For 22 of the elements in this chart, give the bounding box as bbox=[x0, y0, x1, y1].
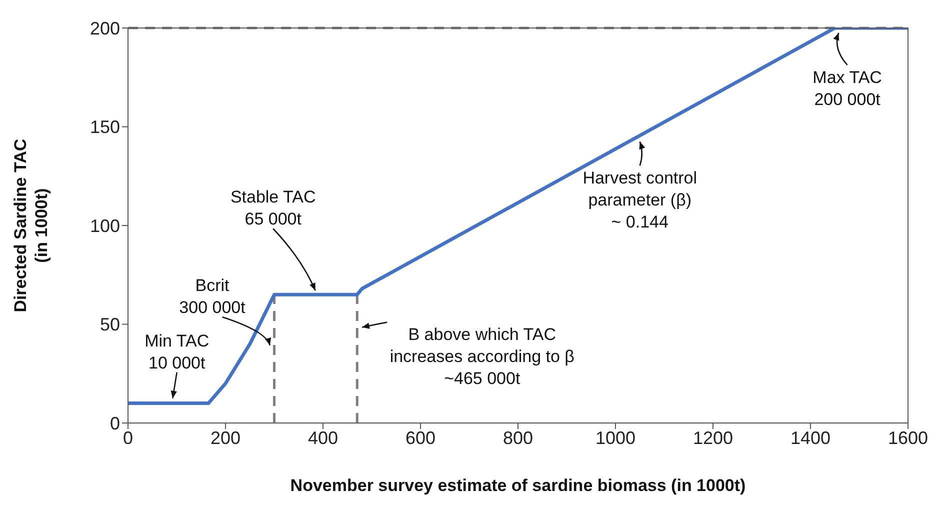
x-tick-label: 1200 bbox=[692, 428, 734, 448]
x-tick-label: 1600 bbox=[888, 428, 928, 448]
x-axis-title: November survey estimate of sardine biomass (in 1000t) bbox=[290, 476, 746, 495]
annotation: Bcrit 300 000t bbox=[179, 276, 246, 318]
y-tick-label: 100 bbox=[90, 216, 120, 236]
y-tick-label: 50 bbox=[100, 314, 120, 335]
annotation: B above which TAC increases according to β ~465 000t bbox=[390, 326, 575, 389]
y-tick-label: 200 bbox=[90, 18, 120, 38]
y-tick-label: 0 bbox=[110, 413, 120, 434]
y-tick-label: 150 bbox=[90, 117, 120, 138]
x-tick-label: 1400 bbox=[790, 428, 831, 448]
x-tick-label: 0 bbox=[122, 428, 134, 448]
x-tick-label: 1000 bbox=[595, 428, 636, 448]
y-axis-title: Directed Sardine TAC (in 1000t) bbox=[11, 138, 51, 312]
x-tick-label: 400 bbox=[308, 428, 338, 448]
x-tick-label: 800 bbox=[502, 428, 534, 448]
annotation: Harvest control parameter (β) ~ 0.144 bbox=[582, 169, 698, 232]
annotation: Max TAC 200 000t bbox=[812, 68, 882, 110]
annotation: Stable TAC 65 000t bbox=[230, 188, 316, 230]
annotation: Min TAC 10 000t bbox=[144, 332, 210, 373]
x-tick-label: 600 bbox=[405, 428, 436, 448]
x-tick-label: 200 bbox=[210, 428, 241, 448]
